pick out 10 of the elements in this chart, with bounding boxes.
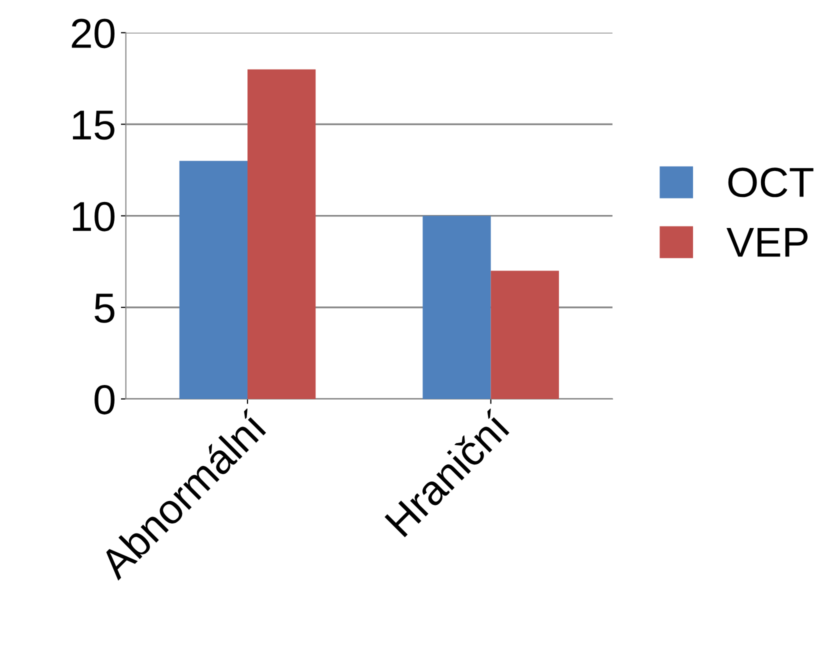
bar [179, 160, 248, 399]
legend-label: VEP [726, 228, 808, 257]
bar [490, 270, 559, 399]
y-tick-label: 20 [72, 18, 115, 48]
bar [422, 216, 491, 399]
legend-label: OCT [728, 168, 814, 198]
y-tick-label: 10 [72, 202, 115, 232]
y-tick-label: 5 [94, 294, 114, 323]
y-tick-label: 15 [72, 110, 114, 140]
bar [248, 69, 316, 399]
